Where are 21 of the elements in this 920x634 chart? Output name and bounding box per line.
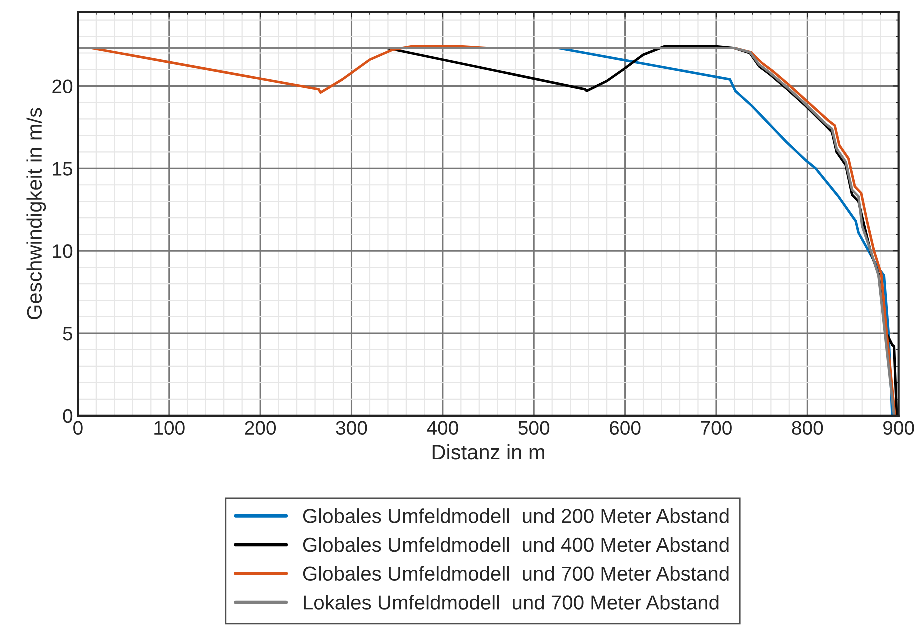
y-tick-label: 15 bbox=[53, 162, 73, 176]
legend-label: Globales Umfeldmodell und 400 Meter Abstand bbox=[303, 537, 729, 552]
x-tick-label: 400 bbox=[427, 421, 458, 436]
x-tick-label: 300 bbox=[336, 421, 368, 436]
y-tick-label: 0 bbox=[63, 409, 73, 424]
legend-label: Lokales Umfeldmodell und 700 Meter Abstand bbox=[304, 595, 719, 610]
x-tick-label: 900 bbox=[884, 421, 914, 436]
x-axis-title: Distanz in m bbox=[432, 444, 544, 460]
legend-label: Globales Umfeldmodell und 700 Meter Abstand bbox=[303, 566, 729, 582]
x-tick-label: 200 bbox=[245, 421, 276, 436]
y-tick-label: 10 bbox=[53, 244, 73, 258]
x-tick-label: 500 bbox=[518, 421, 550, 436]
x-tick-label: 800 bbox=[792, 421, 824, 436]
y-tick-label: 5 bbox=[63, 327, 73, 341]
x-tick-label: 100 bbox=[154, 421, 185, 436]
x-tick-label: 0 bbox=[74, 421, 83, 436]
y-tick-label: 20 bbox=[52, 80, 73, 94]
y-axis-title: Geschwindigkeit in m/s bbox=[26, 108, 46, 320]
x-tick-label: 600 bbox=[610, 421, 641, 436]
legend-label: Globales Umfeldmodell und 200 Meter Abstand bbox=[303, 508, 729, 524]
x-tick-label: 700 bbox=[701, 421, 732, 436]
